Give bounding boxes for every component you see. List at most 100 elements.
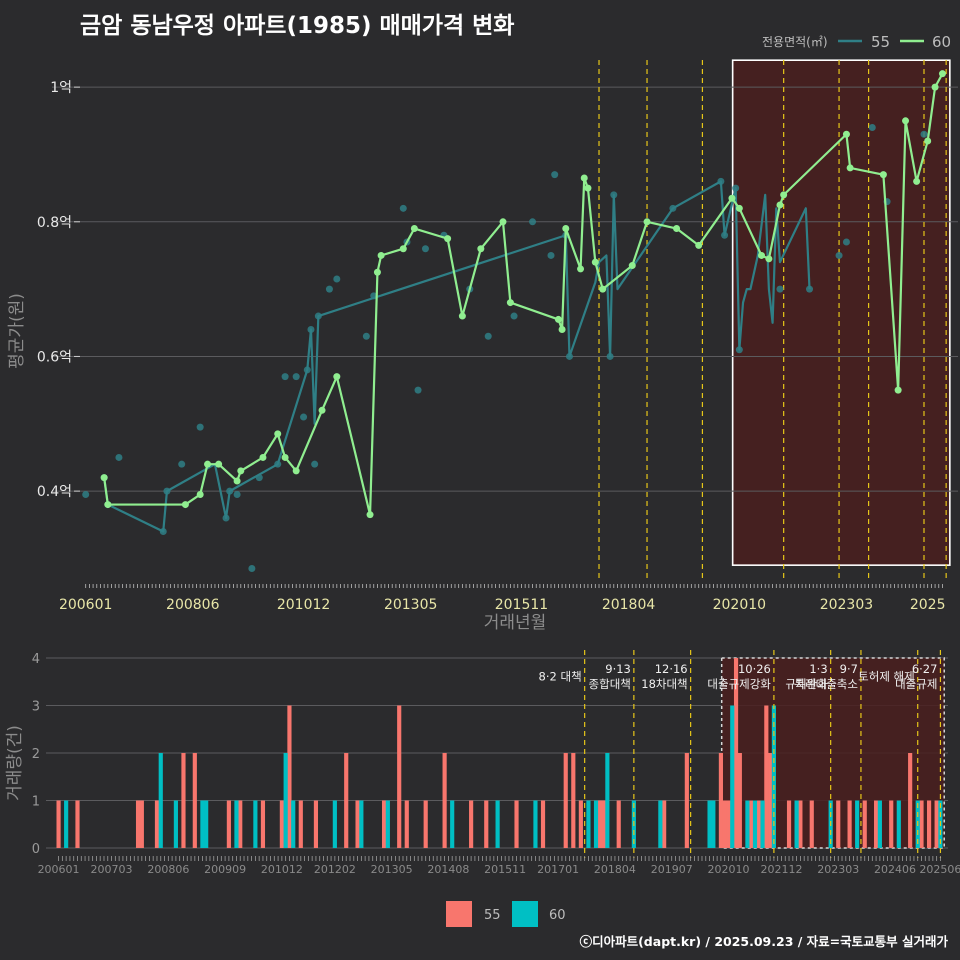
bar-60	[173, 800, 178, 848]
bar-55	[809, 800, 814, 848]
data-point-60	[628, 262, 636, 270]
bar-55	[514, 800, 519, 848]
bar-55	[733, 658, 739, 848]
bar-60	[760, 800, 765, 848]
bar-x-tick-label: 201804	[594, 863, 636, 876]
bar-55	[684, 753, 689, 848]
data-point-60	[458, 312, 466, 320]
bar-55	[926, 800, 932, 848]
bar-55	[836, 800, 841, 848]
bar-55	[722, 800, 727, 848]
y-tick-label: 0.8억	[37, 215, 72, 231]
data-point-55	[325, 285, 333, 293]
bar-60	[593, 800, 599, 848]
data-point-60	[938, 70, 946, 78]
bar-55	[192, 753, 197, 848]
legend-title: 전용면적(㎡)	[762, 35, 828, 49]
bar-55	[756, 800, 761, 848]
data-point-60	[333, 373, 341, 381]
x-axis-label: 거래년월	[484, 613, 547, 633]
bar-x-tick-label: 200601	[38, 863, 80, 876]
bar-60	[332, 800, 337, 848]
data-point-55	[529, 218, 537, 226]
data-point-55	[292, 373, 300, 381]
bar-x-tick-label: 201701	[537, 863, 579, 876]
data-point-60	[558, 326, 566, 334]
data-point-60	[735, 204, 743, 212]
bar-x-tick-label: 201907	[651, 863, 693, 876]
event-label: 6·27	[912, 662, 938, 676]
bar-y-tick-label: 1	[32, 795, 40, 810]
data-point-60	[758, 251, 766, 259]
bar-60	[730, 705, 735, 848]
bar-60	[200, 800, 205, 848]
y-tick-label: 0.4억	[37, 484, 72, 500]
data-point-60	[931, 83, 939, 91]
bar-55	[908, 753, 913, 848]
data-point-60	[776, 201, 784, 209]
data-point-60	[104, 501, 112, 509]
legend-label-60: 60	[932, 33, 951, 51]
bar-60	[64, 800, 69, 848]
data-point-60	[695, 241, 703, 249]
bar-55	[238, 800, 243, 848]
bar-55	[260, 800, 266, 848]
data-point-60	[879, 171, 887, 179]
bar-60	[711, 800, 716, 848]
event-label: 1·3	[809, 662, 827, 676]
bar-x-tick-label: 202112	[760, 863, 802, 876]
data-point-60	[913, 177, 921, 185]
x-tick-label: 201012	[277, 597, 330, 613]
event-label: 10·26	[738, 662, 771, 676]
legend-label-bar-55: 55	[484, 908, 501, 923]
bar-55	[768, 753, 773, 848]
data-point-55	[300, 413, 308, 421]
bar-x-tick-label: 200909	[204, 863, 246, 876]
data-point-60	[237, 467, 245, 475]
data-point-60	[765, 255, 773, 263]
bar-55	[601, 800, 606, 848]
data-point-55	[920, 130, 928, 138]
bar-x-tick-label: 201012	[261, 863, 303, 876]
event-label: 12·16	[655, 662, 688, 676]
data-point-60	[842, 130, 850, 138]
data-point-60	[924, 137, 932, 145]
bar-55	[287, 705, 292, 848]
bar-60	[745, 800, 750, 848]
bar-60	[533, 800, 538, 848]
data-point-60	[377, 251, 385, 259]
bar-55	[726, 800, 731, 848]
bar-x-tick-label: 202506	[919, 863, 960, 876]
bar-55	[298, 800, 303, 848]
data-point-60	[399, 245, 407, 253]
legend-swatch-bar-55	[446, 901, 472, 927]
x-tick-label: 201305	[384, 597, 437, 613]
bar-55	[344, 753, 349, 848]
data-point-60	[281, 453, 289, 461]
bar-55	[423, 800, 428, 848]
x-tick-label: 202303	[820, 597, 873, 613]
data-point-60	[728, 194, 736, 202]
data-point-60	[643, 218, 651, 226]
bar-55	[798, 800, 803, 848]
data-point-60	[591, 258, 599, 266]
event-label: 18차대책	[641, 677, 687, 691]
data-point-60	[274, 430, 282, 438]
data-point-60	[599, 285, 607, 293]
x-tick-label: 200601	[59, 597, 112, 613]
data-point-60	[562, 225, 570, 233]
bar-55	[381, 800, 387, 848]
x-tick-label: 201511	[495, 597, 548, 613]
data-point-60	[215, 460, 223, 468]
bar-55	[484, 800, 489, 848]
bar-60	[794, 800, 799, 848]
x-tick-label: 201804	[602, 597, 656, 613]
data-point-55	[362, 332, 370, 340]
data-point-60	[580, 174, 588, 182]
event-label: 9·13	[605, 662, 631, 676]
bar-55	[469, 800, 474, 848]
bar-55	[571, 753, 576, 848]
legend-label-bar-60: 60	[549, 908, 566, 923]
data-point-60	[554, 315, 562, 323]
bar-60	[359, 800, 364, 848]
